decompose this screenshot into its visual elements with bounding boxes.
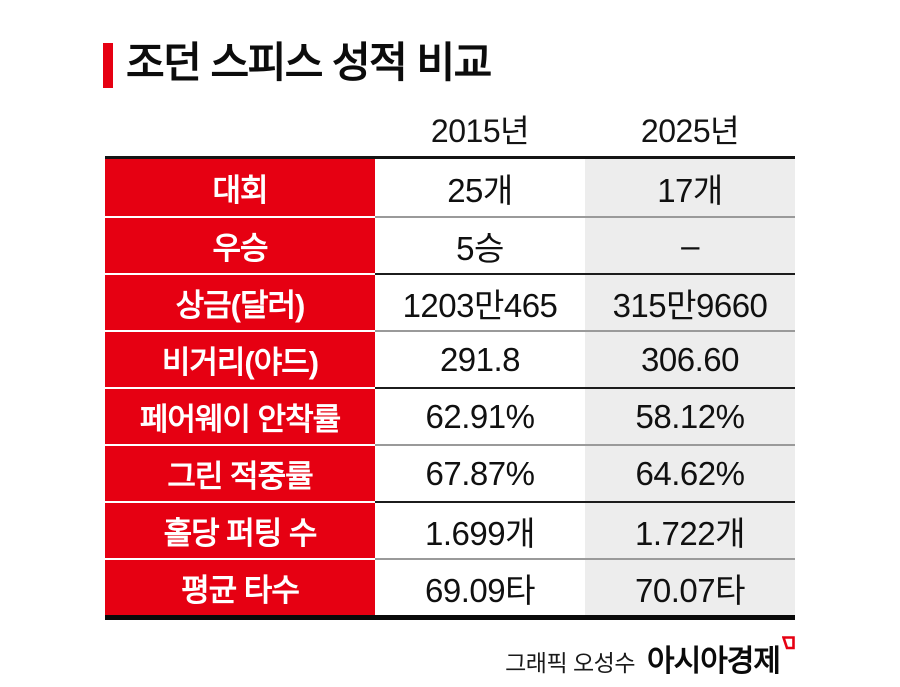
title-accent-bar <box>103 42 113 88</box>
table-row: 비거리(야드) 291.8 306.60 <box>105 330 795 387</box>
table-row: 상금(달러) 1203만465 315만9660 <box>105 273 795 330</box>
table-row: 우승 5승 – <box>105 216 795 273</box>
value-2025: 1.722개 <box>585 501 795 558</box>
value-2015: 1.699개 <box>375 501 585 558</box>
brand-logo: 아시아경제 <box>647 636 795 680</box>
row-label: 페어웨이 안착률 <box>105 387 375 444</box>
value-2025: 58.12% <box>585 387 795 444</box>
value-2025: 306.60 <box>585 330 795 387</box>
row-label: 평균 타수 <box>105 558 375 615</box>
row-label: 대회 <box>105 159 375 216</box>
value-2015: 5승 <box>375 216 585 273</box>
value-2015: 1203만465 <box>375 273 585 330</box>
table-row: 페어웨이 안착률 62.91% 58.12% <box>105 387 795 444</box>
value-2015: 291.8 <box>375 330 585 387</box>
table-row: 대회 25개 17개 <box>105 159 795 216</box>
footer-credit: 그래픽 오성수 아시아경제 <box>105 636 795 680</box>
brand-name: 아시아경제 <box>647 645 781 678</box>
table-row: 그린 적중률 67.87% 64.62% <box>105 444 795 501</box>
value-2025: – <box>585 216 795 273</box>
column-header-2025: 2025년 <box>640 113 740 149</box>
row-label: 그린 적중률 <box>105 444 375 501</box>
value-2025: 17개 <box>585 159 795 216</box>
value-2015: 25개 <box>375 159 585 216</box>
row-label: 우승 <box>105 216 375 273</box>
value-2015: 67.87% <box>375 444 585 501</box>
value-2015: 69.09타 <box>375 558 585 615</box>
value-2025: 64.62% <box>585 444 795 501</box>
graphic-credit: 그래픽 오성수 <box>505 650 635 676</box>
value-2025: 70.07타 <box>585 558 795 615</box>
brand-quote-icon <box>782 636 795 650</box>
row-label: 비거리(야드) <box>105 330 375 387</box>
value-2025: 315만9660 <box>585 273 795 330</box>
year-header-row: 2015년 2025년 <box>105 112 795 156</box>
value-2015: 62.91% <box>375 387 585 444</box>
title-block: 조던 스피스 성적 비교 <box>103 39 492 88</box>
page-title: 조던 스피스 성적 비교 <box>126 39 492 86</box>
table-row: 평균 타수 69.09타 70.07타 <box>105 558 795 615</box>
table-row: 홀당 퍼팅 수 1.699개 1.722개 <box>105 501 795 558</box>
stats-table: 대회 25개 17개 우승 5승 – 상금(달러) 1203만465 315만9… <box>105 156 795 620</box>
column-header-2015: 2015년 <box>430 113 530 149</box>
row-label: 상금(달러) <box>105 273 375 330</box>
row-label: 홀당 퍼팅 수 <box>105 501 375 558</box>
